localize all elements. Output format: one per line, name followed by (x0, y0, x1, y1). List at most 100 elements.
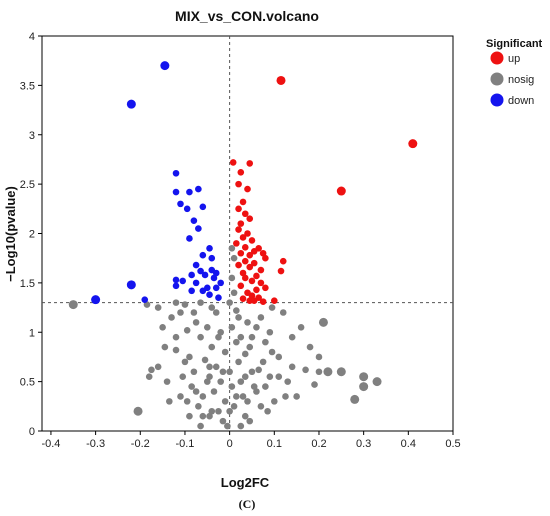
point-nosig (226, 368, 233, 376)
point-down (172, 276, 180, 284)
data-points (68, 61, 418, 430)
point-nosig (372, 377, 382, 387)
point-nosig (315, 368, 323, 376)
point-down (199, 203, 207, 211)
point-down (206, 245, 213, 252)
point-down (195, 225, 202, 232)
point-nosig (253, 388, 260, 395)
point-nosig (154, 304, 162, 311)
x-tick-label: -0.2 (131, 438, 150, 450)
point-nosig (226, 299, 233, 306)
point-nosig (172, 346, 180, 354)
point-nosig (241, 350, 249, 358)
chart-title: MIX_vs_CON.volcano (175, 8, 319, 24)
x-tick-label: 0.3 (356, 438, 371, 450)
x-tick-label: 0.2 (311, 438, 326, 450)
point-nosig (248, 333, 256, 341)
y-tick-label: 3.5 (20, 80, 35, 92)
point-nosig (148, 366, 155, 374)
legend: Significant up nosig down (486, 38, 543, 107)
point-nosig (239, 393, 247, 400)
point-nosig (215, 407, 222, 415)
point-up (262, 284, 269, 292)
point-nosig (275, 353, 283, 361)
point-nosig (244, 398, 251, 405)
point-nosig (177, 393, 184, 400)
x-tick-label: 0 (227, 438, 233, 450)
point-nosig (201, 356, 209, 364)
point-down (188, 287, 195, 295)
point-down (206, 291, 213, 299)
point-nosig (183, 398, 191, 405)
point-up (244, 185, 251, 193)
point-up (246, 160, 254, 167)
point-up (248, 292, 256, 300)
x-axis-label: Log2FC (221, 475, 270, 490)
figure-caption: (C) (239, 497, 256, 511)
point-nosig (181, 358, 189, 366)
point-nosig (268, 304, 276, 311)
point-up (259, 298, 267, 305)
point-nosig (172, 333, 180, 341)
point-nosig (212, 309, 220, 316)
point-nosig (244, 319, 251, 326)
point-down (188, 271, 195, 279)
point-down (195, 185, 202, 193)
point-down (160, 61, 170, 71)
point-up (257, 266, 265, 274)
point-down (186, 188, 193, 196)
point-down (197, 267, 204, 275)
point-down (208, 254, 216, 262)
x-tick-label: 0.5 (445, 438, 460, 450)
point-nosig (199, 393, 207, 400)
point-up (241, 210, 249, 218)
point-nosig (233, 307, 240, 314)
y-tick-label: 4 (29, 31, 35, 43)
point-up (336, 186, 346, 196)
point-nosig (154, 363, 162, 371)
point-nosig (323, 367, 333, 377)
point-nosig (228, 245, 236, 252)
point-nosig (266, 328, 274, 336)
point-up (271, 297, 278, 304)
point-nosig (161, 343, 169, 351)
point-down (126, 280, 136, 290)
point-nosig (237, 333, 245, 341)
point-nosig (257, 403, 265, 410)
point-down (192, 279, 200, 287)
point-nosig (288, 333, 296, 341)
point-down (210, 274, 218, 282)
point-nosig (197, 299, 204, 306)
point-nosig (230, 289, 238, 297)
point-up (253, 272, 260, 280)
point-up (257, 279, 265, 287)
point-nosig (203, 324, 211, 331)
point-down (172, 169, 180, 177)
legend-label-nosig: nosig (508, 74, 534, 86)
legend-swatch-down (490, 93, 504, 107)
point-up (248, 277, 256, 285)
point-down (186, 235, 193, 242)
point-up (237, 282, 245, 290)
point-nosig (177, 309, 184, 316)
point-nosig (221, 348, 229, 356)
legend-swatch-nosig (490, 72, 504, 86)
point-up (244, 230, 251, 237)
point-nosig (195, 403, 202, 410)
point-up (233, 240, 240, 247)
x-tick-label: -0.3 (86, 438, 105, 450)
point-nosig (268, 348, 276, 356)
x-tick-label: -0.1 (175, 438, 194, 450)
point-nosig (190, 309, 198, 316)
point-nosig (221, 398, 229, 405)
point-up (250, 259, 258, 267)
legend-items: up nosig down (490, 51, 534, 107)
point-up (246, 251, 254, 259)
point-nosig (219, 368, 227, 376)
point-nosig (199, 412, 207, 420)
point-up (248, 237, 256, 244)
y-tick-label: 0 (29, 426, 35, 438)
point-nosig (224, 422, 231, 430)
point-nosig (133, 406, 143, 416)
point-down (190, 217, 198, 224)
